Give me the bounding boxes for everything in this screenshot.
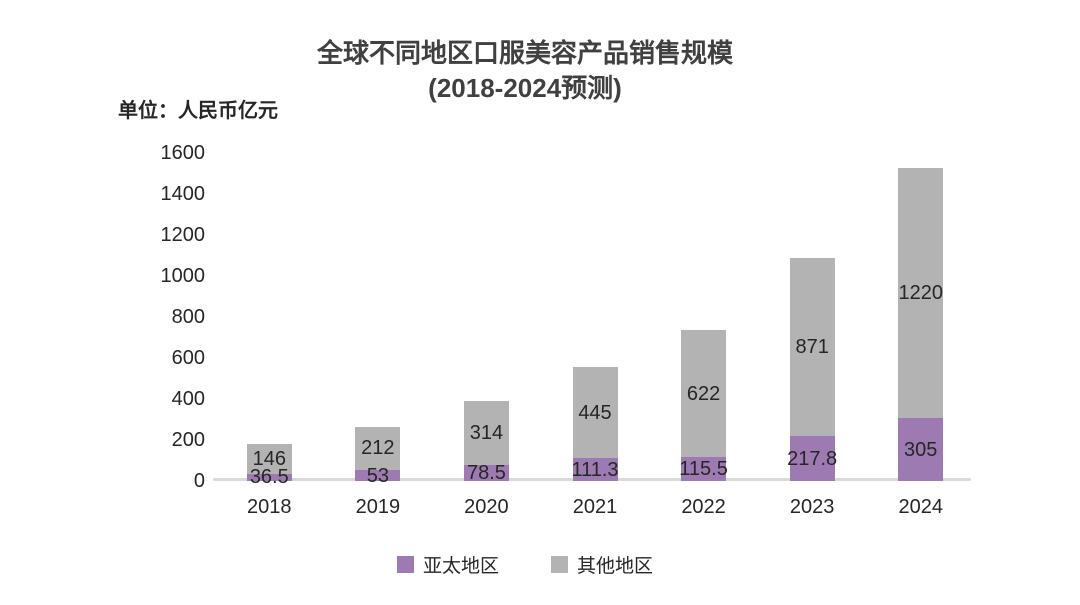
y-axis-tick-label: 600 <box>171 347 205 369</box>
legend-swatch-other <box>551 556 568 573</box>
bar-segment-other <box>681 329 727 458</box>
legend: 亚太地区 其他地区 <box>0 551 1050 578</box>
x-axis-year-label: 2023 <box>789 496 835 518</box>
bar-segment-other <box>355 426 401 471</box>
legend-item-other: 其他地区 <box>551 551 653 578</box>
x-axis-year-label: 2021 <box>572 496 618 518</box>
bar-segment-apac <box>246 473 292 481</box>
chart-title: 全球不同地区口服美容产品销售规模 <box>316 38 733 68</box>
y-axis-tick-label: 1200 <box>160 224 206 246</box>
legend-item-apac: 亚太地区 <box>396 551 499 578</box>
bar-value-label-other: 445 <box>578 401 612 424</box>
x-axis-year-label: 2020 <box>464 496 509 518</box>
legend-label-apac: 亚太地区 <box>422 556 499 577</box>
bar-value-label-apac: 111.3 <box>571 458 619 481</box>
bar-segment-other <box>572 366 618 459</box>
bar-value-label-other: 871 <box>795 336 829 359</box>
bar-value-label-apac: 36.5 <box>249 466 289 489</box>
bar-segment-other <box>898 168 944 419</box>
bar-segment-apac <box>681 457 727 481</box>
bar-segment-apac <box>789 436 835 481</box>
bar-segment-other <box>789 257 835 437</box>
bar-value-label-apac: 217.8 <box>787 447 838 470</box>
bar-value-label-apac: 115.5 <box>679 458 728 481</box>
bar-segment-apac <box>355 470 401 481</box>
bar-value-label-other: 1220 <box>898 282 943 305</box>
legend-swatch-apac <box>396 556 414 573</box>
y-axis-tick-label: 1400 <box>160 183 206 205</box>
bar-segment-apac <box>898 418 944 481</box>
bar-segment-other <box>246 443 292 474</box>
x-axis-year-label: 2018 <box>247 496 292 518</box>
chart-subtitle: (2018-2024预测) <box>428 73 622 103</box>
x-axis-year-label: 2022 <box>681 496 726 518</box>
x-axis-year-label: 2024 <box>898 496 943 518</box>
bar-value-label-other: 146 <box>252 447 286 470</box>
bar-segment-other <box>463 400 509 465</box>
y-axis-tick-label: 1600 <box>160 142 206 164</box>
bar-value-label-apac: 305 <box>904 438 938 461</box>
y-axis-tick-label: 800 <box>171 306 205 328</box>
y-axis-tick-label: 1000 <box>160 265 206 287</box>
x-axis-year-label: 2019 <box>355 496 401 518</box>
bar-value-label-apac: 78.5 <box>466 461 506 484</box>
y-axis-tick-label: 400 <box>171 388 205 410</box>
y-axis-tick-label: 200 <box>171 429 205 451</box>
bar-value-label-apac: 53 <box>366 464 389 487</box>
bar-segment-apac <box>463 464 509 481</box>
bar-value-label-other: 314 <box>469 421 504 444</box>
bar-value-label-other: 212 <box>361 437 395 460</box>
bar-value-label-other: 622 <box>686 382 721 405</box>
y-axis-tick-label: 0 <box>193 470 205 492</box>
unit-label: 单位：人民币亿元 <box>118 100 278 122</box>
bar-segment-apac <box>572 458 618 481</box>
legend-label-other: 其他地区 <box>577 556 654 577</box>
chart-title-block: 全球不同地区口服美容产品销售规模 (2018-2024预测) <box>0 36 1050 106</box>
